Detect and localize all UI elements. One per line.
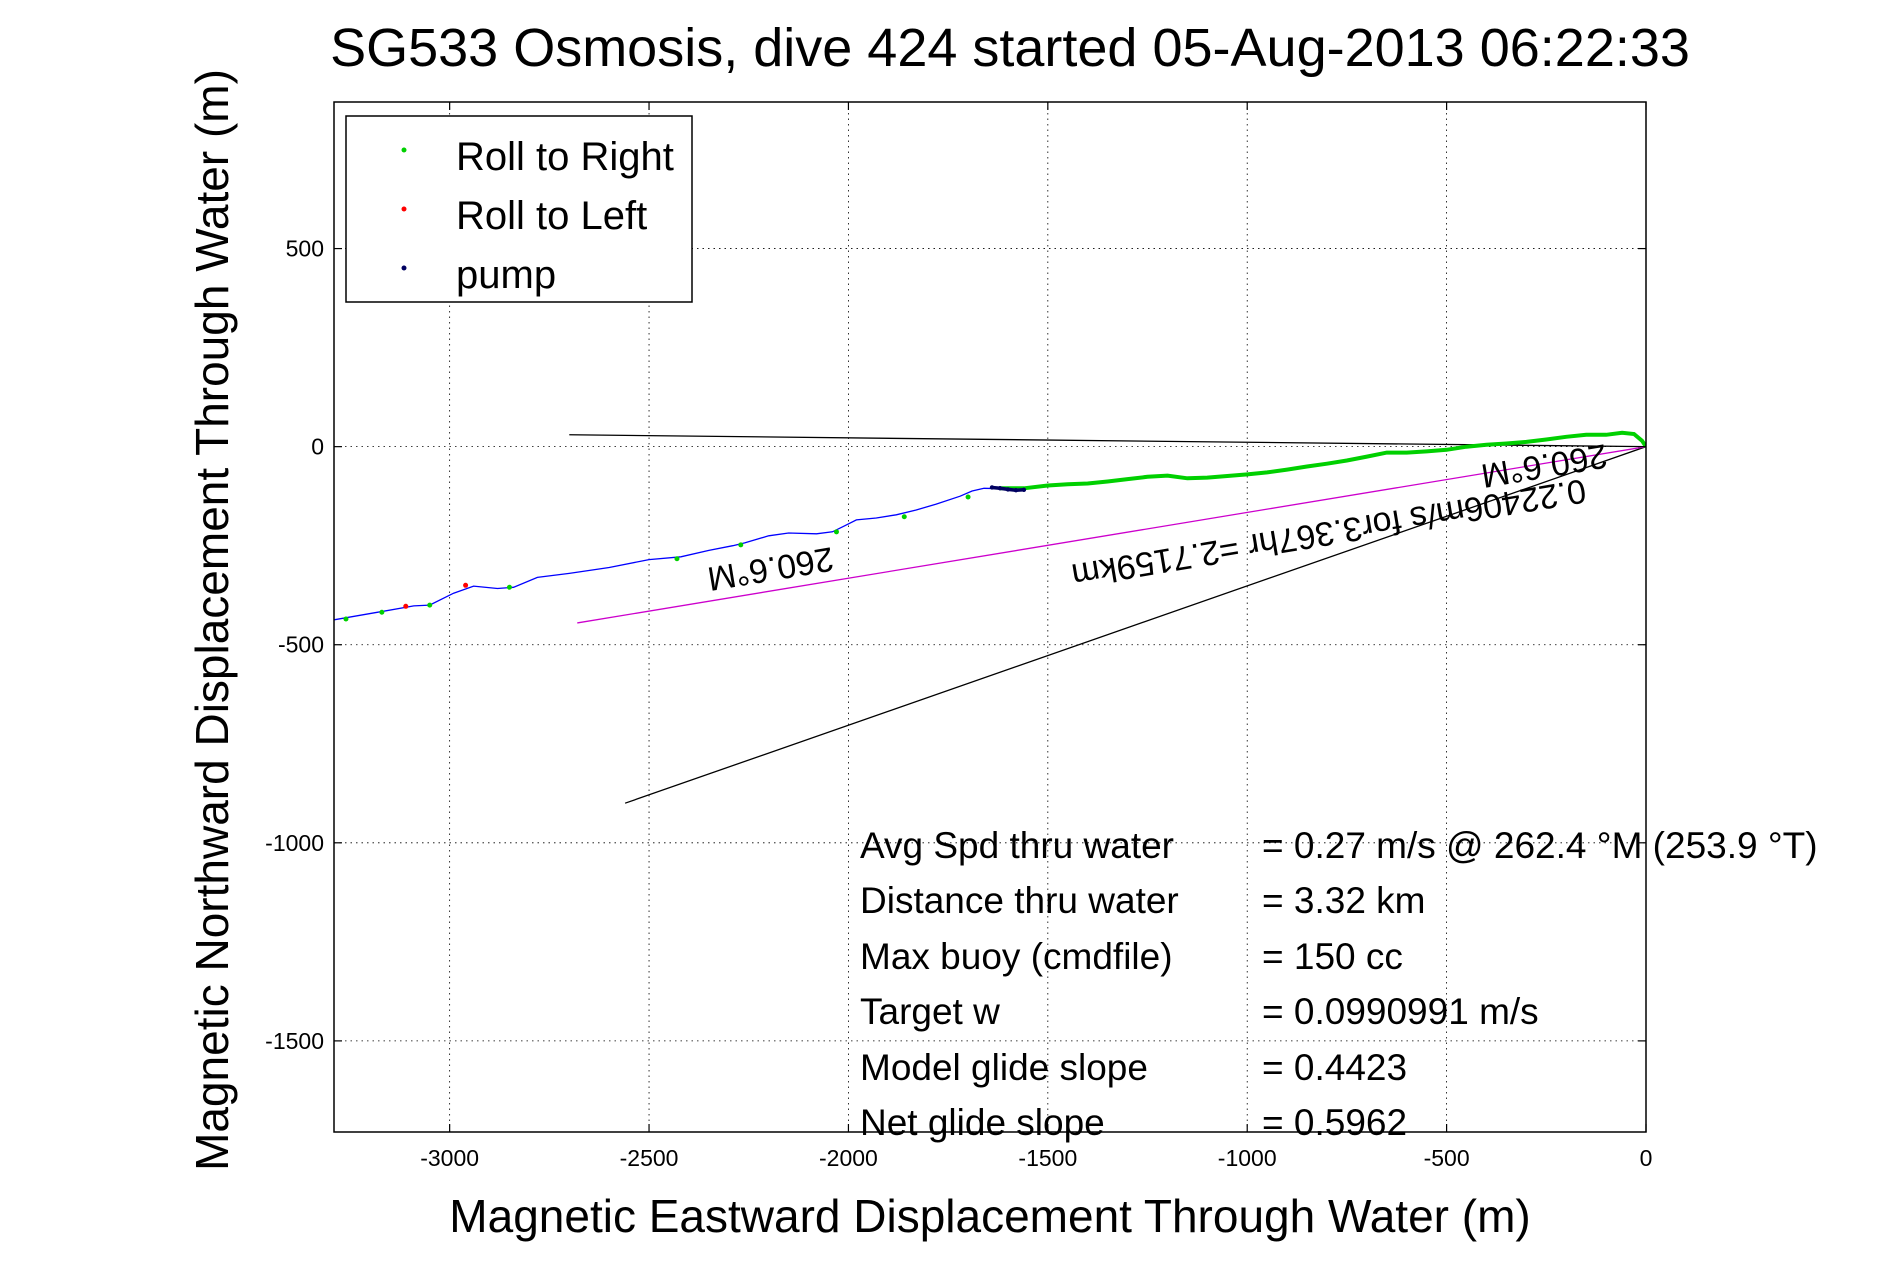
legend-marker-roll-right bbox=[401, 147, 407, 153]
pump-point bbox=[989, 485, 995, 490]
legend-label-roll-right: Roll to Right bbox=[456, 135, 674, 179]
reference-line-1 bbox=[569, 434, 1646, 448]
stat-label-net-glide: Net glide slope bbox=[860, 1102, 1105, 1143]
roll-right-point bbox=[833, 529, 839, 535]
x-tick-label: -3000 bbox=[420, 1145, 479, 1171]
stat-value-model-glide: = 0.4423 bbox=[1262, 1047, 1407, 1088]
stat-value-target-w: = 0.0990991 m/s bbox=[1262, 991, 1539, 1032]
stat-value-max-buoy: = 150 cc bbox=[1262, 936, 1403, 977]
stat-label-max-buoy: Max buoy (cmdfile) bbox=[860, 936, 1173, 977]
chart-title: SG533 Osmosis, dive 424 started 05-Aug-2… bbox=[330, 18, 1690, 78]
reference-line-3 bbox=[577, 446, 1646, 624]
roll-right-point bbox=[674, 556, 680, 562]
dive-statistics: Avg Spd thru water = 0.27 m/s @ 262.4 °M… bbox=[860, 825, 1818, 1143]
pump-point bbox=[1005, 487, 1011, 492]
y-tick-label: -1500 bbox=[265, 1028, 324, 1054]
stat-value-net-glide: = 0.5962 bbox=[1262, 1102, 1407, 1143]
pump-point bbox=[1013, 488, 1019, 493]
plot-frame bbox=[333, 101, 1647, 1133]
x-tick-label: 0 bbox=[1640, 1145, 1653, 1171]
roll-right-point bbox=[965, 494, 971, 500]
y-tick-label: -1000 bbox=[265, 830, 324, 856]
series-line-track bbox=[334, 487, 1009, 621]
stat-label-distance: Distance thru water bbox=[860, 880, 1179, 921]
x-tick-label: -500 bbox=[1424, 1145, 1470, 1171]
x-axis-label: Magnetic Eastward Displacement Through W… bbox=[449, 1190, 1530, 1242]
legend-marker-pump bbox=[401, 265, 407, 271]
x-tick-label: -1000 bbox=[1218, 1145, 1277, 1171]
series-line-roll-right bbox=[1000, 430, 1646, 491]
roll-right-point bbox=[901, 514, 907, 520]
stat-value-distance: = 3.32 km bbox=[1262, 880, 1426, 921]
y-axis-label: Magnetic Northward Displacement Through … bbox=[186, 69, 238, 1171]
legend: Roll to Right Roll to Left pump bbox=[345, 115, 693, 303]
roll-left-point bbox=[403, 603, 409, 609]
legend-marker-roll-left bbox=[401, 206, 407, 212]
y-tick-label: 0 bbox=[311, 434, 324, 460]
roll-right-point bbox=[506, 584, 512, 590]
axis-ticks: -3000 -2500 -2000 -1500 -1000 -500 0 500 0 -500 -1… bbox=[265, 102, 1652, 1171]
stat-value-avg-speed: = 0.27 m/s @ 262.4 °M (253.9 °T) bbox=[1262, 825, 1818, 866]
x-tick-label: -2500 bbox=[620, 1145, 679, 1171]
pump-point bbox=[997, 486, 1003, 491]
x-tick-label: -2000 bbox=[819, 1145, 878, 1171]
y-tick-label: 500 bbox=[286, 236, 324, 262]
y-tick-label: -500 bbox=[278, 632, 324, 658]
stat-label-avg-speed: Avg Spd thru water bbox=[860, 825, 1174, 866]
roll-right-point bbox=[738, 542, 744, 548]
legend-label-roll-left: Roll to Left bbox=[456, 194, 647, 238]
stat-label-model-glide: Model glide slope bbox=[860, 1047, 1148, 1088]
reference-line-2 bbox=[624, 446, 1646, 804]
legend-label-pump: pump bbox=[456, 253, 556, 297]
roll-right-point bbox=[343, 616, 349, 622]
stat-label-target-w: Target w bbox=[860, 991, 1000, 1032]
roll-right-point bbox=[427, 602, 433, 608]
pump-point bbox=[1021, 487, 1027, 493]
roll-right-point bbox=[379, 609, 385, 615]
roll-left-point bbox=[463, 582, 469, 588]
x-tick-label: -1500 bbox=[1018, 1145, 1077, 1171]
